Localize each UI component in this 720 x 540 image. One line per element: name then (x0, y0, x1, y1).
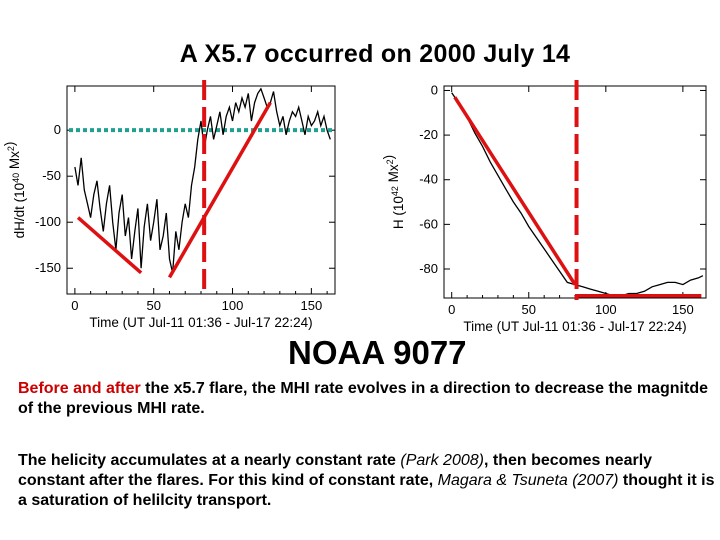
y-tick-label: 0 (54, 122, 61, 137)
fit-line-after (167, 101, 272, 279)
x-tick-label: 50 (146, 298, 160, 313)
paragraph-2-part2: , then becomes nearly constant after the… (18, 452, 653, 489)
paragraph-2: The helicity accumulates at a nearly con… (18, 451, 718, 511)
region-label: NOAA 9077 (288, 334, 467, 371)
plot-frame (66, 85, 336, 295)
paragraph-2-part3: thought it is a saturation of helilcity … (18, 472, 715, 509)
y-axis-label: H (1042 Mx2) (381, 155, 406, 229)
x-axis-label: Time (UT Jul-11 01:36 - Jul-17 22:24) (89, 315, 312, 330)
fit-line-before (76, 216, 143, 275)
y-tick-label: -50 (42, 168, 61, 183)
y-tick-label: -60 (419, 216, 438, 231)
data-series-line (451, 92, 704, 297)
y-tick-label: -100 (35, 214, 61, 229)
chart-helicity: 0 50 100 150 0 -20 -40 -60 -80 Time (UT Jul-11 01… (381, 80, 707, 334)
x-tick-label: 0 (448, 302, 455, 317)
slide-title: A X5.7 occurred on 2000 July 14 (179, 40, 571, 68)
y-tick-label: 0 (431, 82, 438, 97)
citation-magara: Magara & Tsuneta (2007) (437, 472, 619, 489)
y-tick-label: -80 (419, 261, 438, 276)
y-axis-label: dH/dt (1040 Mx2) (2, 142, 27, 239)
paragraph-1-rest: the x5.7 flare, the MHI rate evolves in … (18, 380, 708, 417)
highlight-text: Before and after (18, 380, 141, 397)
y-tick-label: -20 (419, 127, 438, 142)
x-tick-label: 100 (222, 298, 244, 313)
y-tick-label: -150 (35, 260, 61, 275)
fit-line-before (453, 96, 577, 286)
chart-dhdt: 0 50 100 150 0 -50 -100 -150 Time (UT Jul-11 01:… (2, 80, 336, 330)
citation-park: (Park 2008) (400, 452, 484, 469)
x-tick-label: 50 (522, 302, 536, 317)
x-tick-label: 150 (301, 298, 323, 313)
x-tick-label: 150 (672, 302, 694, 317)
paragraph-1: Before and after the x5.7 flare, the MHI… (18, 379, 718, 419)
paragraph-2-part1: The helicity accumulates at a nearly con… (18, 452, 401, 469)
y-tick-label: -40 (419, 172, 438, 187)
x-tick-label: 100 (595, 302, 617, 317)
x-axis-label: Time (UT Jul-11 01:36 - Jul-17 22:24) (463, 319, 686, 334)
x-tick-label: 0 (71, 298, 78, 313)
